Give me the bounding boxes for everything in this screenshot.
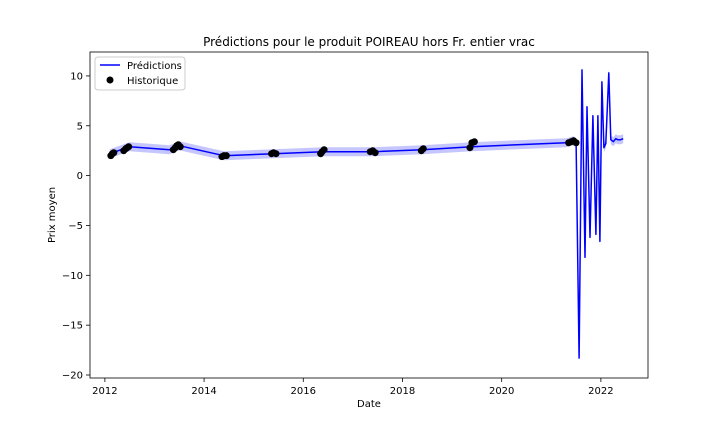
history-point	[222, 152, 230, 160]
history-point	[320, 146, 328, 154]
y-axis-label: Prix moyen	[47, 187, 58, 243]
x-tick-label: 2012	[92, 386, 117, 397]
y-axis: −20 −15 −10 −5 0 5 10	[62, 71, 90, 382]
y-tick-label: −20	[62, 371, 83, 382]
x-tick-label: 2020	[489, 386, 514, 397]
history-point	[176, 143, 184, 151]
y-tick-label: −10	[62, 271, 83, 282]
x-tick-label: 2016	[291, 386, 316, 397]
x-tick-label: 2014	[191, 386, 216, 397]
prediction-line-group	[109, 69, 624, 359]
history-point	[125, 143, 133, 151]
y-tick-label: 0	[77, 171, 83, 182]
x-axis: 2012 2014 2016 2018 2020 2022	[92, 378, 614, 397]
history-point	[419, 145, 427, 153]
y-tick-label: 5	[77, 121, 83, 132]
legend: Prédictions Historique	[94, 56, 186, 91]
history-points	[107, 137, 580, 161]
x-tick-label: 2022	[588, 386, 613, 397]
x-axis-label: Date	[357, 399, 381, 410]
y-tick-label: −5	[68, 221, 83, 232]
legend-prediction-label: Prédictions	[127, 60, 182, 72]
y-tick-label: −15	[62, 321, 83, 332]
plot-frame	[89, 51, 649, 379]
y-tick-label: 10	[70, 71, 83, 82]
history-point	[272, 150, 280, 158]
history-point	[110, 149, 118, 157]
history-point	[371, 149, 379, 157]
legend-history-label: Historique	[127, 76, 178, 87]
plot-area	[89, 51, 649, 379]
history-point	[470, 138, 478, 146]
legend-history-swatch	[106, 76, 114, 84]
prediction-line	[109, 69, 624, 359]
x-tick-label: 2018	[390, 386, 415, 397]
history-point	[572, 139, 580, 147]
chart-title: Prédictions pour le produit POIREAU hors…	[203, 35, 535, 49]
